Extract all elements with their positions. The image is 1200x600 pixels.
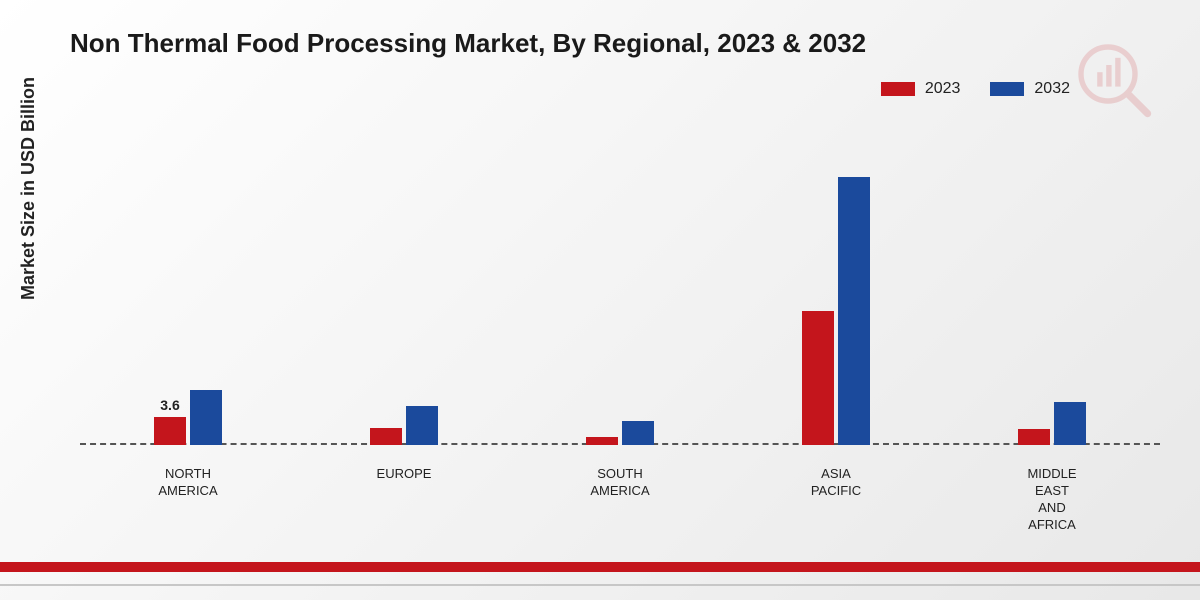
chart-title: Non Thermal Food Processing Market, By R… bbox=[70, 28, 866, 59]
x-label-europe: EUROPE bbox=[377, 466, 432, 483]
bar-north_america-b bbox=[190, 390, 222, 445]
plot-area: 3.6 bbox=[80, 130, 1160, 445]
bar-europe-b bbox=[406, 406, 438, 445]
x-label-north_america: NORTH AMERICA bbox=[158, 466, 217, 500]
bar-europe-a bbox=[370, 428, 402, 445]
bar-group-south_america bbox=[586, 421, 654, 445]
watermark-logo bbox=[1072, 38, 1162, 133]
legend-item-2032: 2032 bbox=[990, 80, 1070, 98]
legend-item-2023: 2023 bbox=[881, 80, 961, 98]
footer-thin-line bbox=[0, 584, 1200, 586]
legend-label-a: 2023 bbox=[925, 80, 961, 98]
bar-mea-a bbox=[1018, 429, 1050, 445]
bar-north_america-a bbox=[154, 417, 186, 445]
bar-asia_pacific-b bbox=[838, 177, 870, 445]
x-axis-labels: NORTH AMERICA EUROPE SOUTH AMERICA ASIA PAC… bbox=[80, 460, 1160, 540]
legend-swatch-a bbox=[881, 82, 915, 96]
legend-label-b: 2032 bbox=[1034, 80, 1070, 98]
footer-stripe bbox=[0, 562, 1200, 572]
bar-asia_pacific-a bbox=[802, 311, 834, 445]
bar-group-mea bbox=[1018, 402, 1086, 445]
x-label-mea: MIDDLE EAST AND AFRICA bbox=[1027, 466, 1076, 534]
bar-group-europe bbox=[370, 406, 438, 445]
y-axis-label: Market Size in USD Billion bbox=[18, 77, 39, 300]
bar-south_america-b bbox=[622, 421, 654, 445]
x-label-asia_pacific: ASIA PACIFIC bbox=[811, 466, 861, 500]
legend-swatch-b bbox=[990, 82, 1024, 96]
bar-mea-b bbox=[1054, 402, 1086, 445]
x-label-south_america: SOUTH AMERICA bbox=[590, 466, 649, 500]
bar-group-asia_pacific bbox=[802, 177, 870, 445]
value-label-north_america-a: 3.6 bbox=[160, 397, 179, 413]
bar-south_america-a bbox=[586, 437, 618, 445]
legend: 2023 2032 bbox=[881, 80, 1070, 98]
